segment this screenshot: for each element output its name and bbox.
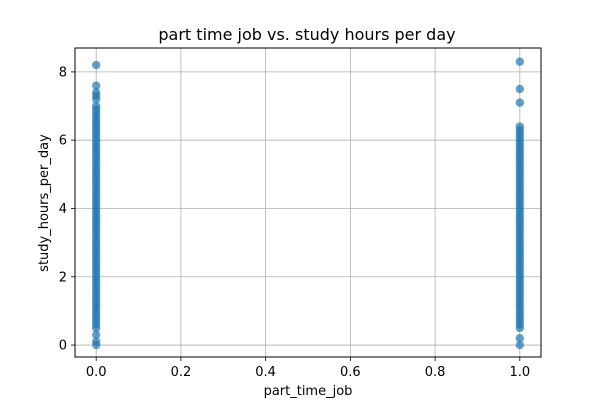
data-point [91,81,101,90]
x-tick-label: 0.0 [86,365,107,380]
data-point [515,334,525,343]
plot-frame [74,47,542,358]
x-tick-label: 0.4 [255,365,276,380]
data-point [515,57,525,66]
y-tick-label: 0 [59,339,67,354]
y-tick-label: 4 [59,202,67,217]
x-tick-label: 0.6 [340,365,361,380]
data-point [91,330,101,340]
x-tick-label: 1.0 [509,365,530,380]
y-tick-label: 6 [59,134,67,149]
x-tick-label: 0.2 [171,365,192,380]
y-tick-label: 8 [59,65,67,80]
data-point [91,88,101,97]
x-axis-label: part_time_job [264,384,353,399]
chart-title: part time job vs. study hours per day [158,25,455,44]
y-tick-label: 2 [59,270,67,285]
x-tick-label: 0.8 [425,365,446,380]
points [91,57,525,350]
y-axis-label: study_hours_per_day [37,134,52,272]
data-point [91,101,101,111]
data-point [515,340,525,350]
ticks: 0.0 0.2 0.4 0.6 0.8 1.0 0 2 4 6 8 [59,65,530,380]
data-point [91,60,101,70]
data-point [515,84,525,94]
data-point [515,98,525,107]
data-point [515,122,525,131]
data-point [91,337,101,346]
